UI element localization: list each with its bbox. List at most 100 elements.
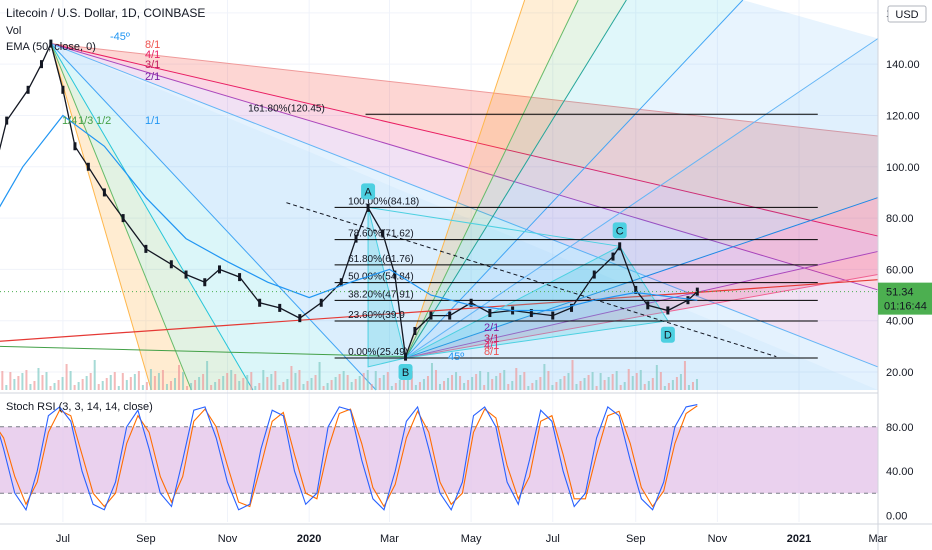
volume-bar	[157, 373, 160, 390]
volume-bar	[129, 377, 132, 390]
volume-bar	[426, 376, 429, 390]
price-tick-label: 20.00	[886, 367, 914, 379]
vol-label: Vol	[6, 25, 22, 37]
volume-bar	[109, 375, 112, 390]
volume-bar	[45, 372, 48, 390]
volume-bar	[33, 381, 36, 390]
volume-bar	[214, 382, 217, 390]
volume-bar	[21, 373, 24, 390]
fib-level-label: 161.80%(120.45)	[248, 103, 325, 114]
price-candle	[611, 252, 615, 261]
volume-bar	[591, 372, 594, 390]
volume-bar	[262, 370, 265, 390]
volume-bar	[246, 375, 249, 390]
volume-bar	[651, 378, 654, 390]
volume-bar	[258, 383, 261, 390]
price-candle	[529, 309, 533, 318]
time-tick-label: Nov	[218, 533, 238, 545]
volume-bar	[418, 382, 421, 390]
volume-bar	[631, 376, 634, 390]
volume-bar	[414, 385, 417, 390]
volume-bar	[507, 384, 510, 390]
time-tick-label: Sep	[626, 533, 646, 545]
pattern-point-badge	[361, 183, 376, 200]
fan-ray	[405, 0, 579, 359]
fan-ray	[405, 197, 879, 359]
volume-bar	[386, 372, 389, 390]
price-candle	[393, 270, 397, 279]
volume-bar	[611, 374, 614, 390]
current-price-badge	[878, 282, 932, 315]
volume-bar	[250, 372, 253, 390]
volume-bar	[190, 383, 193, 390]
volume-bar	[499, 373, 502, 390]
volume-bar	[121, 373, 124, 390]
volume-bar	[503, 370, 506, 390]
volume-bar	[198, 377, 201, 390]
fib-level-label: 78.60%(71.62)	[348, 229, 414, 240]
volume-bar	[390, 386, 393, 390]
volume-bar	[254, 386, 257, 390]
stoch-rsi-label: Stoch RSI (3, 3, 14, 14, close)	[6, 401, 153, 413]
volume-bar	[346, 375, 349, 390]
fan-ray	[50, 43, 879, 291]
volume-bar	[85, 376, 88, 390]
gann-fans	[50, 0, 879, 391]
price-candle	[5, 116, 9, 125]
volume-bar	[270, 374, 273, 390]
volume-bar	[683, 361, 686, 390]
volume-bar	[511, 381, 514, 390]
volume-bar	[527, 386, 530, 390]
price-candle	[366, 203, 370, 212]
price-candle	[592, 270, 596, 279]
volume-bar	[226, 373, 229, 390]
fib-level-label: 100.00%(84.18)	[348, 196, 419, 207]
time-tick-label: Mar	[869, 533, 888, 545]
volume-bar	[519, 375, 522, 390]
harmonic-pattern	[286, 202, 777, 368]
fib-level-label: 38.20%(47.91)	[348, 289, 414, 300]
volume-bar	[635, 373, 638, 390]
price-candle	[339, 278, 343, 287]
volume-bar	[475, 374, 478, 390]
volume-bar	[378, 378, 381, 390]
volume-bar	[547, 371, 550, 390]
price-candle	[381, 229, 385, 238]
volume-bar	[278, 385, 281, 390]
price-tick-label: 120.00	[886, 110, 920, 122]
fib-level-label: 50.00%(54.84)	[348, 272, 414, 283]
gann-label-top: 3/1	[145, 59, 160, 71]
current-price-value: 51.34	[886, 287, 914, 299]
time-tick-label: May	[461, 533, 482, 545]
stoch-band-fill	[0, 426, 878, 494]
volume-bar	[603, 380, 606, 390]
gann-label-bottom: 45º	[448, 351, 464, 363]
volume-bar	[358, 376, 361, 390]
price-candle	[448, 311, 452, 320]
volume-bar	[543, 364, 546, 390]
volume-bar	[455, 372, 458, 390]
volume-bar	[691, 382, 694, 390]
volume-bar	[65, 364, 68, 390]
gann-label-bottom: 8/1	[484, 346, 499, 358]
volume-bar	[294, 373, 297, 390]
price-candle	[666, 306, 670, 315]
volume-bar	[675, 377, 678, 390]
fan-wedge	[50, 43, 879, 391]
price-candle	[634, 285, 638, 294]
volume-bar	[354, 379, 357, 390]
volume-bar	[282, 382, 285, 390]
pattern-point-label: C	[616, 225, 624, 237]
volume-bar	[326, 383, 329, 390]
volume-bar	[306, 381, 309, 390]
volume-bar	[210, 385, 213, 390]
volume-bar	[463, 383, 466, 390]
volume-bar	[555, 382, 558, 390]
price-candle	[258, 298, 262, 307]
volume-bar	[13, 379, 16, 390]
ema-label: EMA (50, close, 0)	[6, 41, 96, 53]
volume-bar	[161, 370, 164, 390]
volume-bar	[350, 382, 353, 390]
gann-label-top: 8/1	[145, 39, 160, 51]
